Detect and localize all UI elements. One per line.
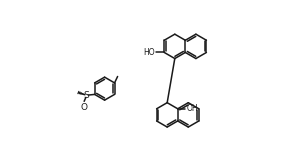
Text: OH: OH bbox=[186, 104, 198, 113]
Text: S: S bbox=[83, 91, 89, 100]
Text: O: O bbox=[81, 103, 88, 112]
Text: HO: HO bbox=[143, 48, 155, 57]
